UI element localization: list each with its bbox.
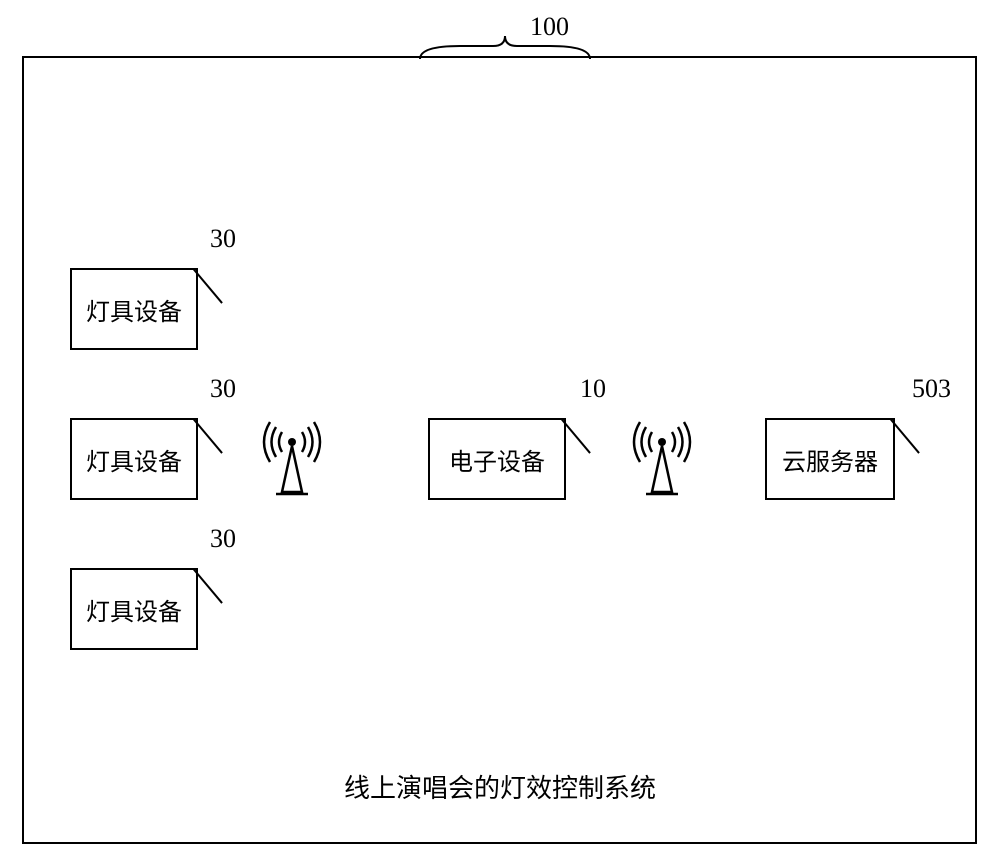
ref-cloud: 503: [912, 374, 951, 404]
system-caption: 线上演唱会的灯效控制系统: [0, 768, 1000, 805]
box-lamp-2-label: 灯具设备: [86, 442, 182, 477]
label-system-ref: 100: [530, 12, 569, 42]
ref-lamp-2: 30: [210, 374, 236, 404]
box-lamp-3: 灯具设备: [70, 568, 198, 650]
box-lamp-3-label: 灯具设备: [86, 592, 182, 627]
box-cloud: 云服务器: [765, 418, 895, 500]
box-lamp-2: 灯具设备: [70, 418, 198, 500]
ref-lamp-1: 30: [210, 224, 236, 254]
box-cloud-label: 云服务器: [782, 442, 878, 477]
box-electronic: 电子设备: [428, 418, 566, 500]
box-lamp-1: 灯具设备: [70, 268, 198, 350]
ref-electronic: 10: [580, 374, 606, 404]
antenna-icon-2: [632, 420, 692, 500]
box-electronic-label: 电子设备: [449, 442, 545, 477]
antenna-icon-1: [262, 420, 322, 500]
ref-lamp-3: 30: [210, 524, 236, 554]
box-lamp-1-label: 灯具设备: [86, 292, 182, 327]
